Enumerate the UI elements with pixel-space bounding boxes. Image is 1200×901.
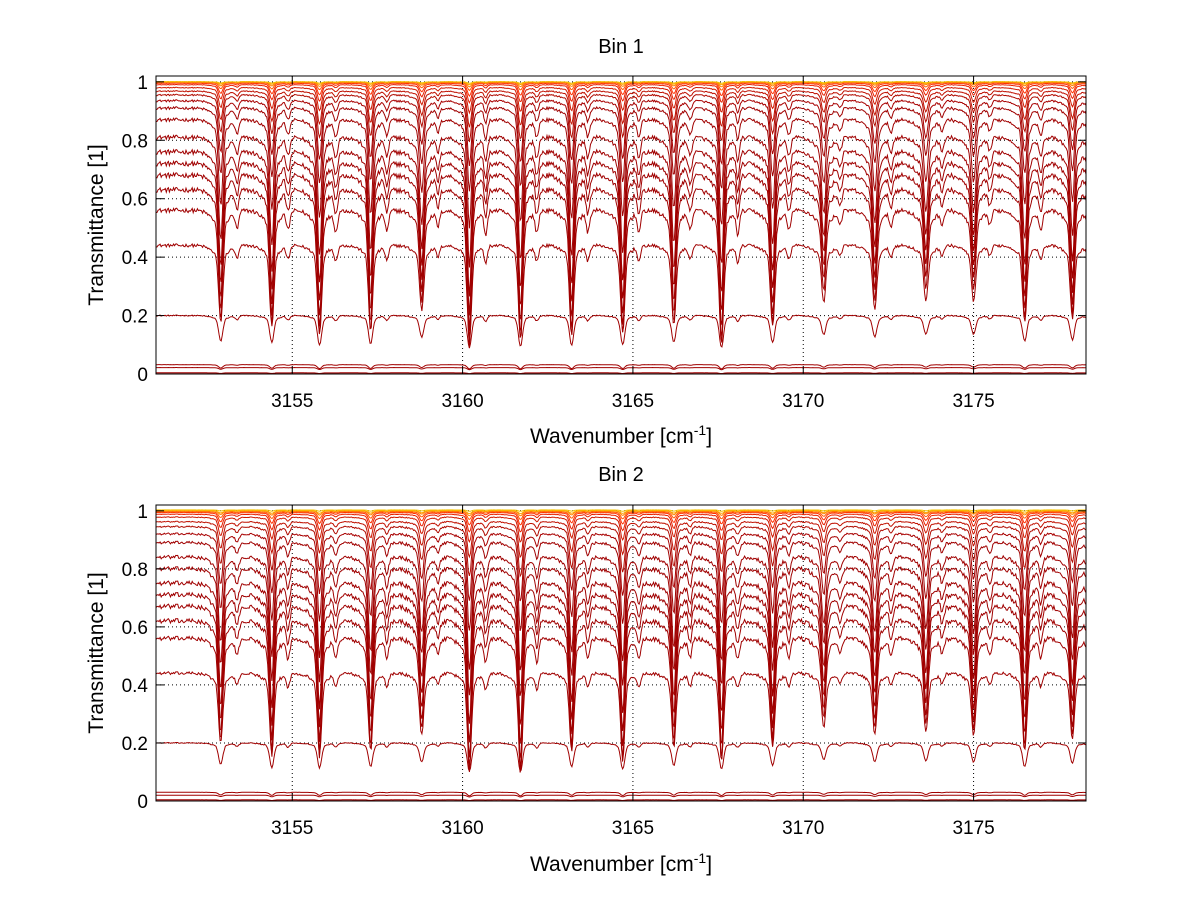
plot-area-frame [155, 75, 1087, 375]
series-line [155, 511, 1087, 526]
x-axis-label-suffix: ] [706, 853, 712, 876]
series-line [156, 133, 1087, 268]
series-line [155, 565, 1087, 696]
series-line [155, 525, 1087, 578]
series-line [156, 82, 1087, 97]
x-axis-label: Wavenumber [cm-1] [530, 422, 712, 448]
series-line [155, 98, 1087, 166]
y-tick-label: 0.2 [122, 307, 148, 328]
chart-title: Bin 2 [598, 464, 644, 486]
series-line [156, 116, 1087, 229]
series-line [156, 314, 1087, 349]
plot-area-frame [155, 504, 1087, 802]
y-tick-label: 0 [137, 792, 148, 813]
x-axis-label-superscript: -1 [694, 850, 707, 866]
series-line [156, 86, 1087, 115]
chart-title: Bin 1 [598, 36, 644, 58]
x-tick-label: 3165 [612, 818, 654, 839]
axis-ticks: 3155 3160 3165 3170 3175 0 0.2 0.4 0.6 0.8 1 [122, 73, 1086, 412]
x-axis-label-superscript: -1 [694, 422, 707, 438]
series-line [156, 93, 1087, 143]
series-line [156, 148, 1087, 297]
x-tick-label: 3170 [782, 818, 824, 839]
x-tick-label: 3160 [441, 391, 483, 412]
series-line [156, 510, 1086, 515]
series-line [156, 83, 1087, 105]
series-line [155, 532, 1087, 602]
x-tick-label: 3175 [952, 818, 994, 839]
series-line [156, 105, 1087, 192]
y-tick-label: 0 [137, 365, 148, 386]
series-line [156, 81, 1086, 84]
x-axis-label: Wavenumber [cm-1] [530, 850, 712, 876]
series-line [156, 791, 1086, 797]
x-tick-label: 3175 [952, 391, 994, 412]
y-tick-label: 0.6 [122, 190, 148, 211]
x-axis-label-text: Wavenumber [cm [530, 853, 694, 876]
series-line [156, 794, 1086, 798]
series-line [155, 554, 1087, 671]
chart-panel-bin-1: Bin 1 3155 3160 3165 3170 3175 0 0.2 0.4 0.6 0.8 1… [85, 36, 1087, 448]
series-line [156, 89, 1087, 128]
series-line [155, 520, 1087, 559]
series-line [156, 799, 1086, 802]
series-line [156, 511, 1087, 520]
series-line [155, 579, 1087, 725]
y-tick-label: 0.8 [122, 131, 148, 152]
x-axis-label-suffix: ] [706, 425, 712, 448]
series-group [155, 81, 1087, 375]
series-line [156, 372, 1086, 375]
series-line [156, 81, 1087, 92]
x-tick-label: 3170 [782, 391, 824, 412]
x-axis-label-text: Wavenumber [cm [530, 425, 694, 448]
y-tick-label: 1 [137, 502, 148, 523]
y-tick-label: 0.4 [122, 248, 149, 269]
x-tick-label: 3165 [612, 391, 654, 412]
y-axis-label: Transmittance [1] [85, 144, 108, 305]
series-line [155, 540, 1087, 632]
y-tick-label: 1 [137, 73, 148, 94]
chart-panel-bin-2: Bin 2 3155 3160 3165 3170 3175 0 0.2 0.4 0.6 0.8 1… [85, 464, 1087, 876]
y-tick-label: 0.8 [122, 560, 148, 581]
x-tick-label: 3155 [271, 391, 313, 412]
y-tick-label: 0.6 [122, 618, 148, 639]
series-line [155, 516, 1087, 544]
y-tick-label: 0.4 [122, 676, 149, 697]
series-line [155, 741, 1087, 773]
y-axis-label: Transmittance [1] [85, 572, 108, 733]
x-tick-label: 3155 [271, 818, 313, 839]
y-tick-label: 0.2 [122, 734, 148, 755]
series-line [155, 513, 1087, 533]
series-line [156, 364, 1087, 370]
series-line [156, 366, 1086, 371]
axis-ticks: 3155 3160 3165 3170 3175 0 0.2 0.4 0.6 0.8 1 [122, 502, 1086, 839]
x-tick-label: 3160 [441, 818, 483, 839]
series-line [156, 509, 1086, 512]
